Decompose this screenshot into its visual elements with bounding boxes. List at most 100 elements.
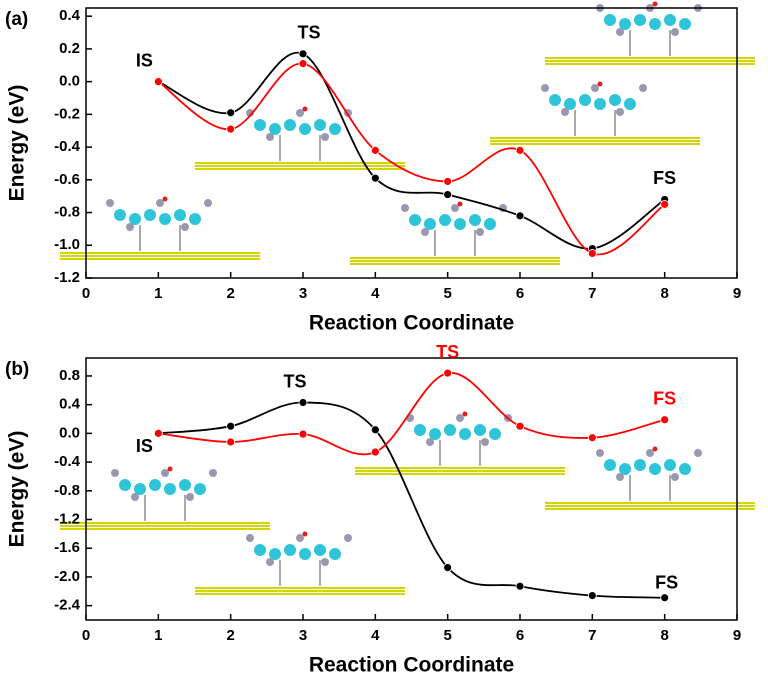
y-tick-label: -0.8	[54, 204, 80, 221]
molecule-illustration	[195, 531, 405, 595]
atom	[299, 123, 311, 135]
atom	[609, 94, 621, 106]
y-tick-label: -0.6	[54, 171, 80, 188]
point-annotation: IS	[136, 50, 153, 70]
data-point	[370, 425, 380, 435]
atom	[126, 223, 134, 231]
y-tick-label: -2.0	[54, 568, 80, 585]
atom	[284, 119, 296, 131]
atom	[481, 438, 489, 446]
y-tick-label: 0.0	[59, 424, 80, 441]
atom	[302, 531, 308, 537]
atom	[564, 98, 576, 110]
point-annotation: FS	[653, 388, 676, 408]
data-point	[443, 563, 453, 572]
atom	[596, 449, 604, 457]
atom	[604, 14, 616, 26]
atom	[462, 411, 468, 417]
molecule-illustration	[60, 466, 270, 530]
atom	[457, 201, 463, 207]
data-point	[660, 415, 670, 425]
atom	[119, 479, 131, 491]
x-tick-label: 8	[660, 627, 668, 644]
atom	[131, 493, 139, 501]
x-axis-title: Reaction Coordinate	[309, 654, 514, 677]
atom	[451, 204, 459, 212]
atom	[162, 196, 168, 202]
atom	[646, 449, 654, 457]
x-tick-label: 2	[226, 627, 234, 644]
atom	[179, 479, 191, 491]
data-point	[515, 145, 525, 155]
atom	[401, 204, 409, 212]
y-tick-label: -1.6	[54, 539, 80, 556]
series-line	[158, 372, 665, 456]
x-tick-label: 1	[154, 285, 162, 302]
atom	[424, 218, 436, 230]
atom	[186, 493, 194, 501]
data-point	[370, 447, 380, 457]
x-tick-label: 5	[443, 627, 451, 644]
atom	[344, 534, 352, 542]
x-tick-label: 7	[588, 285, 596, 302]
atom	[314, 119, 326, 131]
atom	[439, 214, 451, 226]
atom	[114, 209, 126, 221]
atom	[254, 544, 266, 556]
atom	[302, 106, 308, 112]
y-tick-label: 0.2	[59, 40, 80, 57]
data-point	[515, 581, 525, 591]
y-tick-label: 0.4	[59, 396, 81, 413]
atom	[314, 544, 326, 556]
atom	[469, 214, 481, 226]
atom	[484, 218, 496, 230]
point-annotation: TS	[283, 371, 306, 391]
atom	[194, 483, 206, 495]
y-axis-title: Energy (eV)	[6, 431, 29, 548]
atom	[426, 438, 434, 446]
molecule-illustration	[60, 196, 260, 260]
plot-frame	[85, 7, 738, 279]
atom	[616, 473, 624, 481]
panel-label: (a)	[5, 9, 28, 30]
atom	[616, 28, 624, 36]
atom	[161, 469, 169, 477]
data-point	[587, 591, 597, 600]
atom	[619, 463, 631, 475]
x-tick-label: 4	[371, 285, 380, 302]
atom	[134, 483, 146, 495]
atom	[164, 483, 176, 495]
atom	[409, 214, 421, 226]
y-tick-label: 0.4	[59, 7, 81, 24]
molecule-illustration	[195, 106, 405, 170]
y-tick-label: 0.0	[59, 73, 80, 90]
y-tick-label: -1.0	[54, 236, 80, 253]
molecule-illustration	[545, 1, 755, 65]
y-tick-label: -1.2	[54, 510, 80, 527]
point-annotation: FS	[655, 572, 678, 592]
data-point	[587, 433, 597, 443]
molecule-illustration	[545, 446, 755, 510]
x-tick-label: 7	[588, 627, 596, 644]
atom	[474, 424, 486, 436]
atom	[246, 109, 254, 117]
data-point	[443, 190, 453, 199]
atom	[414, 424, 426, 436]
molecule-illustration	[350, 201, 560, 265]
x-tick-label: 2	[226, 285, 234, 302]
atom	[209, 469, 217, 477]
atom	[329, 123, 341, 135]
atom	[549, 94, 561, 106]
x-tick-label: 3	[299, 627, 307, 644]
y-tick-label: -0.4	[54, 453, 81, 470]
x-tick-label: 9	[733, 627, 741, 644]
point-annotation: TS	[436, 342, 459, 362]
atom	[679, 18, 691, 30]
data-point	[153, 77, 163, 87]
atom	[204, 199, 212, 207]
atom	[671, 473, 679, 481]
atom	[296, 109, 304, 117]
atom	[456, 414, 464, 422]
atom	[246, 534, 254, 542]
data-point	[153, 428, 163, 438]
